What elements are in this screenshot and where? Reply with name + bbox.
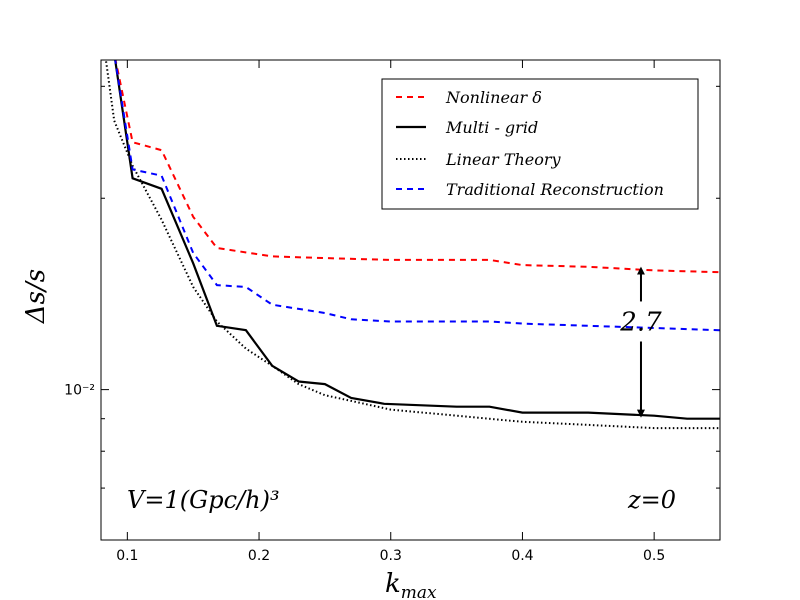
series-line-1	[114, 60, 720, 420]
legend-label-linear: Linear Theory	[445, 150, 562, 169]
x-axis-label: kmax	[385, 569, 437, 600]
legend-label-multigrid: Multi - grid	[445, 118, 538, 137]
x-tick-label: 0.2	[248, 548, 270, 564]
legend-box	[381, 78, 699, 210]
tick-layer: 0.1 0.2 0.3 0.4 0.5 10⁻²	[64, 60, 720, 564]
x-tick-label: 0.5	[643, 548, 665, 564]
legend: Nonlinear δ Multi - grid Linear Theory T…	[381, 78, 699, 210]
legend-label-nonlinear: Nonlinear δ	[445, 88, 542, 107]
plot-frame	[100, 59, 721, 541]
annotation-layer: 2.7	[619, 266, 662, 418]
series-layer	[104, 60, 720, 430]
redshift-annotation: z=0	[627, 486, 676, 514]
series-line-3	[114, 60, 720, 332]
legend-label-traditional: Traditional Reconstruction	[446, 180, 664, 199]
x-tick-label: 0.1	[116, 548, 138, 564]
series-line-2	[104, 60, 720, 430]
x-tick-label: 0.4	[511, 548, 533, 564]
x-tick-label: 0.3	[380, 548, 402, 564]
y-tick-label: 10⁻²	[64, 383, 95, 399]
volume-annotation: V=1(Gpc/h)³	[127, 486, 280, 514]
y-axis-label: Δs/s	[21, 269, 51, 324]
ratio-annotation: 2.7	[619, 307, 662, 337]
